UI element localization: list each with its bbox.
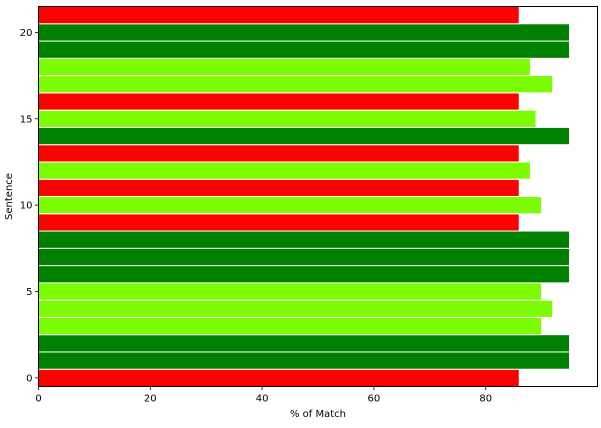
bar-sentence-6: [38, 265, 571, 284]
bars-layer: [38, 6, 571, 387]
y-axis-label: Sentence: [4, 173, 15, 220]
axes-frame: [38, 6, 598, 387]
bar-sentence-20: [38, 23, 571, 42]
bar-sentence-12: [38, 161, 531, 180]
bar-sentence-5: [38, 282, 543, 301]
y-axis-ticks: 0 5 10 15 20: [20, 28, 39, 384]
bar-sentence-18: [38, 57, 531, 77]
bar-sentence-15: [38, 109, 537, 128]
x-tick-label: 0: [35, 394, 41, 405]
bar-sentence-2: [38, 334, 571, 353]
y-tick-label: 20: [20, 28, 33, 39]
x-tick-label: 20: [144, 394, 157, 405]
y-tick-label: 0: [26, 373, 32, 384]
bar-sentence-1: [38, 351, 571, 370]
bar-sentence-9: [38, 213, 520, 232]
y-tick-label: 5: [26, 287, 32, 298]
bar-sentence-13: [38, 144, 520, 163]
bar-sentence-16: [38, 92, 520, 111]
x-tick-label: 40: [256, 394, 269, 405]
bar-sentence-21: [38, 6, 520, 25]
bar-sentence-4: [38, 299, 554, 318]
bar-sentence-8: [38, 230, 571, 249]
bar-sentence-19: [38, 40, 571, 59]
x-axis-label: % of Match: [290, 409, 346, 420]
bar-sentence-10: [38, 196, 543, 215]
x-tick-label: 60: [368, 394, 381, 405]
bar-sentence-17: [38, 75, 554, 94]
x-axis-ticks: 0 20 40 60 80: [35, 386, 492, 405]
y-tick-label: 10: [20, 201, 33, 212]
bar-sentence-3: [38, 316, 543, 336]
bar-sentence-7: [38, 247, 571, 267]
bar-sentence-14: [38, 126, 571, 146]
y-tick-label: 15: [20, 114, 33, 125]
bar-sentence-0: [38, 368, 520, 387]
bar-sentence-11: [38, 178, 520, 198]
x-tick-label: 80: [479, 394, 492, 405]
